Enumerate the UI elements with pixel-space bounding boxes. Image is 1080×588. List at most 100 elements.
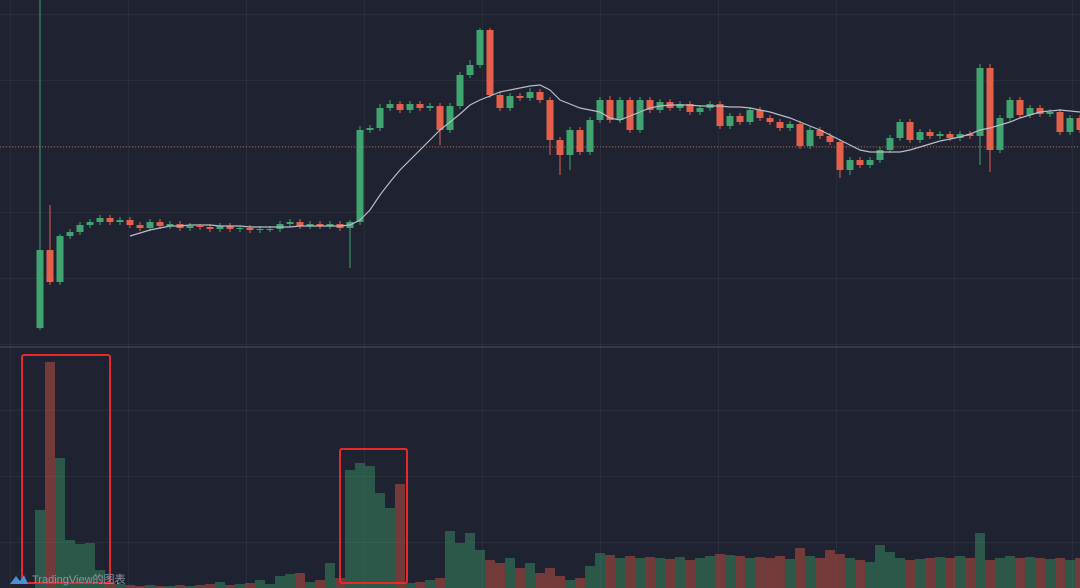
candle-body: [316, 224, 324, 226]
candle-body: [646, 100, 654, 110]
candle-body: [576, 130, 584, 152]
candle-body: [296, 222, 304, 226]
candle-body: [1056, 112, 1064, 132]
candle-body: [906, 122, 914, 140]
candle-body: [286, 222, 294, 224]
candle-body: [946, 134, 954, 138]
candle-body: [106, 218, 114, 222]
candle-body: [696, 108, 704, 112]
volume-bar: [755, 557, 765, 588]
candle-body: [226, 226, 234, 229]
candle-body: [266, 229, 274, 230]
candle-body: [916, 132, 924, 140]
volume-bar: [915, 559, 925, 588]
candle-body: [746, 110, 754, 122]
candle-body: [726, 116, 734, 126]
volume-bar: [345, 470, 355, 588]
candle-body: [836, 142, 844, 170]
volume-bar: [75, 544, 85, 588]
candle-body: [616, 100, 624, 120]
volume-bar: [485, 560, 495, 588]
volume-bar: [155, 586, 165, 588]
volume-bar: [885, 552, 895, 588]
candle-body: [816, 130, 824, 136]
price-pane: [0, 0, 1080, 330]
volume-bar: [775, 556, 785, 588]
candle-body: [1046, 112, 1054, 114]
volume-bar: [645, 557, 655, 588]
volume-bar: [225, 585, 235, 588]
candle-body: [216, 226, 224, 229]
volume-bar: [1075, 558, 1080, 588]
candle-body: [116, 220, 124, 222]
candle-body: [1026, 108, 1034, 115]
volume-bar: [835, 554, 845, 588]
volume-bar: [475, 550, 485, 588]
volume-bar: [945, 558, 955, 588]
candle-body: [1076, 118, 1080, 130]
volume-bar: [515, 568, 525, 588]
candle-body: [76, 225, 84, 232]
candle-body: [846, 160, 854, 170]
volume-bar: [185, 586, 195, 588]
candle-body: [1066, 118, 1074, 132]
volume-bar: [245, 583, 255, 588]
volume-bar: [115, 584, 125, 588]
candle-body: [246, 228, 254, 230]
candle-body: [136, 225, 144, 228]
volume-bar: [465, 533, 475, 588]
volume-bar: [105, 582, 115, 588]
candle-body: [416, 104, 424, 108]
volume-bar: [55, 458, 65, 588]
candle-body: [806, 130, 814, 146]
volume-bar: [685, 560, 695, 588]
candle-body: [236, 228, 244, 229]
candle-body: [126, 220, 134, 225]
candle-body: [376, 108, 384, 128]
candle-body: [1036, 108, 1044, 114]
volume-bar: [125, 585, 135, 588]
volume-bar: [65, 540, 75, 588]
candle-body: [66, 232, 74, 236]
volume-bar: [865, 562, 875, 588]
candle-body: [676, 104, 684, 108]
candle-body: [396, 104, 404, 110]
candle-body: [326, 224, 334, 226]
volume-bar: [695, 558, 705, 588]
volume-bar: [85, 543, 95, 588]
candle-body: [926, 132, 934, 136]
volume-bar: [255, 580, 265, 588]
volume-bar: [165, 586, 175, 588]
volume-bar: [595, 553, 605, 588]
volume-bar: [975, 533, 985, 588]
candle-body: [586, 120, 594, 152]
candle-body: [516, 96, 524, 98]
volume-bar: [745, 558, 755, 588]
volume-bar: [45, 362, 55, 588]
moving-average-line: [129, 84, 1080, 237]
volume-bar: [175, 585, 185, 588]
candle-body: [456, 75, 464, 106]
volume-bar: [565, 580, 575, 588]
volume-bar: [455, 543, 465, 588]
volume-bar: [525, 563, 535, 588]
candle-body: [876, 150, 884, 160]
volume-bar: [1025, 557, 1035, 588]
volume-bar: [275, 576, 285, 588]
candle-body: [1006, 100, 1014, 118]
candle-body: [1016, 100, 1024, 115]
candle-body: [536, 92, 544, 100]
candle-body: [956, 134, 964, 138]
volume-bar: [305, 582, 315, 588]
volume-bar: [1035, 558, 1045, 588]
volume-bar: [1015, 558, 1025, 588]
candle-body: [36, 250, 44, 328]
volume-bar: [285, 574, 295, 588]
volume-bar: [505, 558, 515, 588]
volume-bar: [635, 558, 645, 588]
highlight-box: [21, 354, 111, 584]
candle-body: [156, 222, 164, 226]
candle-body: [196, 226, 204, 227]
volume-bar: [805, 556, 815, 588]
